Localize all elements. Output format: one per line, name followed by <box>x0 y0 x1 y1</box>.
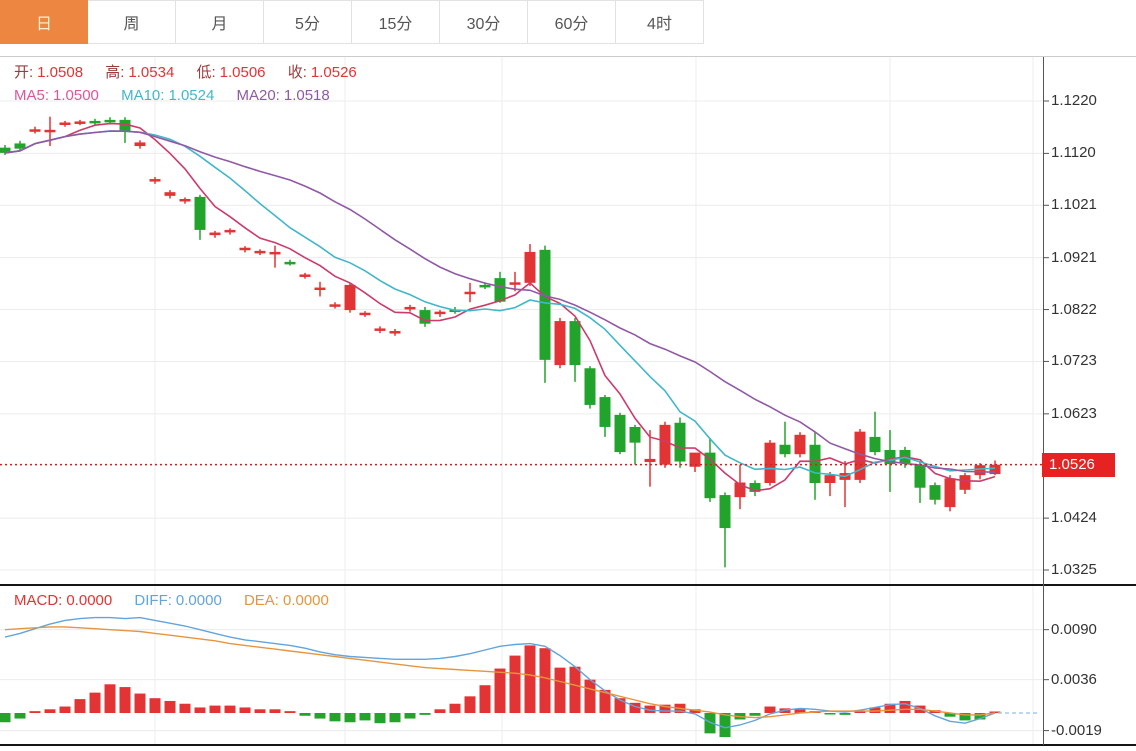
price-axis-label: 1.0723 <box>1051 352 1097 370</box>
ma5-value: 1.0500 <box>53 87 99 104</box>
diff-value: 0.0000 <box>175 592 222 609</box>
open-value: 1.0508 <box>37 64 84 81</box>
tab-month[interactable]: 月 <box>176 0 264 44</box>
ma20-value: 1.0518 <box>283 87 330 104</box>
close-label: 收: <box>287 64 307 81</box>
ma10-value: 1.0524 <box>168 87 215 104</box>
price-axis-line <box>1043 57 1044 745</box>
tab-day[interactable]: 日 <box>0 0 88 44</box>
high-value: 1.0534 <box>128 64 175 81</box>
tab-5min[interactable]: 5分 <box>264 0 352 44</box>
panel-separator <box>0 584 1136 586</box>
current-price-tag: 1.0526 <box>1042 452 1115 477</box>
macd-axis-label: -0.0019 <box>1051 721 1102 739</box>
open-label: 开: <box>14 64 34 81</box>
tab-4hour[interactable]: 4时 <box>616 0 704 44</box>
price-axis-label: 1.1220 <box>1051 92 1097 109</box>
panel-bottom-border <box>0 744 1136 746</box>
price-axis-label: 1.0623 <box>1051 404 1097 422</box>
chart-top-border <box>0 56 1136 57</box>
ma-legend: MA5: 1.0500 MA10: 1.0524 MA20: 1.0518 <box>14 87 334 104</box>
price-axis-label: 1.0822 <box>1051 300 1097 318</box>
macd-axis-label: 0.0090 <box>1051 620 1097 638</box>
tab-15min[interactable]: 15分 <box>352 0 440 44</box>
price-axis-label: 1.0325 <box>1051 560 1097 578</box>
macd-value: 0.0000 <box>66 592 113 609</box>
ma10-label: MA10: <box>121 87 165 104</box>
low-label: 低: <box>196 64 216 81</box>
macd-legend: MACD: 0.0000 DIFF: 0.0000 DEA: 0.0000 <box>14 592 333 609</box>
ma20-label: MA20: <box>236 87 280 104</box>
dea-label: DEA: <box>243 592 279 609</box>
tab-week[interactable]: 周 <box>88 0 176 44</box>
price-axis-label: 1.1021 <box>1051 196 1097 214</box>
macd-axis-label: 0.0036 <box>1051 670 1097 688</box>
dea-value: 0.0000 <box>282 592 329 609</box>
diff-label: DIFF: <box>134 592 172 609</box>
high-label: 高: <box>105 64 125 81</box>
close-value: 1.0526 <box>310 64 357 81</box>
price-axis-label: 1.1120 <box>1051 144 1096 162</box>
timeframe-tabs: 日 周 月 5分 15分 30分 60分 4时 <box>0 0 704 45</box>
tab-30min[interactable]: 30分 <box>440 0 528 44</box>
price-axis-label: 1.0921 <box>1051 248 1097 266</box>
ma5-label: MA5: <box>14 87 50 104</box>
macd-label: MACD: <box>14 592 63 609</box>
ohlc-legend: 开: 1.0508 高: 1.0534 低: 1.0506 收: 1.0526 <box>14 61 361 82</box>
price-axis-label: 1.0424 <box>1051 509 1097 527</box>
tab-60min[interactable]: 60分 <box>528 0 616 44</box>
low-value: 1.0506 <box>219 64 266 81</box>
